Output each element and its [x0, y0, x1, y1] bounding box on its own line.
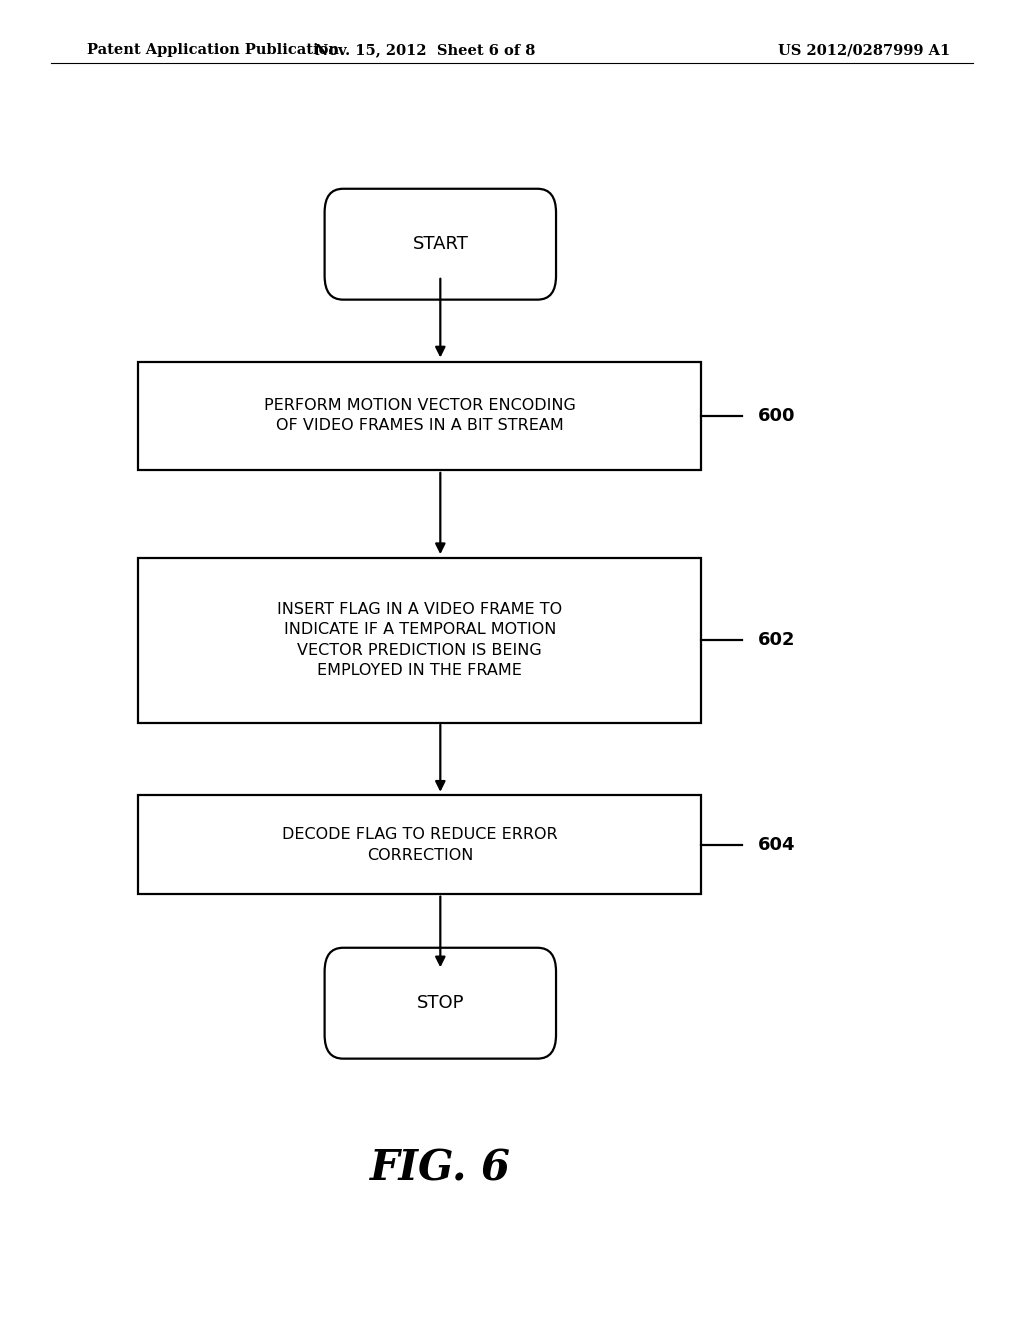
Text: 600: 600	[758, 407, 796, 425]
Text: PERFORM MOTION VECTOR ENCODING
OF VIDEO FRAMES IN A BIT STREAM: PERFORM MOTION VECTOR ENCODING OF VIDEO …	[264, 399, 575, 433]
Text: FIG. 6: FIG. 6	[370, 1147, 511, 1189]
Text: Nov. 15, 2012  Sheet 6 of 8: Nov. 15, 2012 Sheet 6 of 8	[314, 44, 536, 57]
Text: STOP: STOP	[417, 994, 464, 1012]
FancyBboxPatch shape	[325, 948, 556, 1059]
Text: START: START	[413, 235, 468, 253]
Text: DECODE FLAG TO REDUCE ERROR
CORRECTION: DECODE FLAG TO REDUCE ERROR CORRECTION	[282, 828, 558, 862]
Text: Patent Application Publication: Patent Application Publication	[87, 44, 339, 57]
Text: US 2012/0287999 A1: US 2012/0287999 A1	[778, 44, 950, 57]
FancyBboxPatch shape	[138, 557, 701, 722]
Text: 602: 602	[758, 631, 796, 649]
Text: 604: 604	[758, 836, 796, 854]
Text: INSERT FLAG IN A VIDEO FRAME TO
INDICATE IF A TEMPORAL MOTION
VECTOR PREDICTION : INSERT FLAG IN A VIDEO FRAME TO INDICATE…	[278, 602, 562, 678]
FancyBboxPatch shape	[138, 795, 701, 895]
FancyBboxPatch shape	[325, 189, 556, 300]
FancyBboxPatch shape	[138, 362, 701, 470]
